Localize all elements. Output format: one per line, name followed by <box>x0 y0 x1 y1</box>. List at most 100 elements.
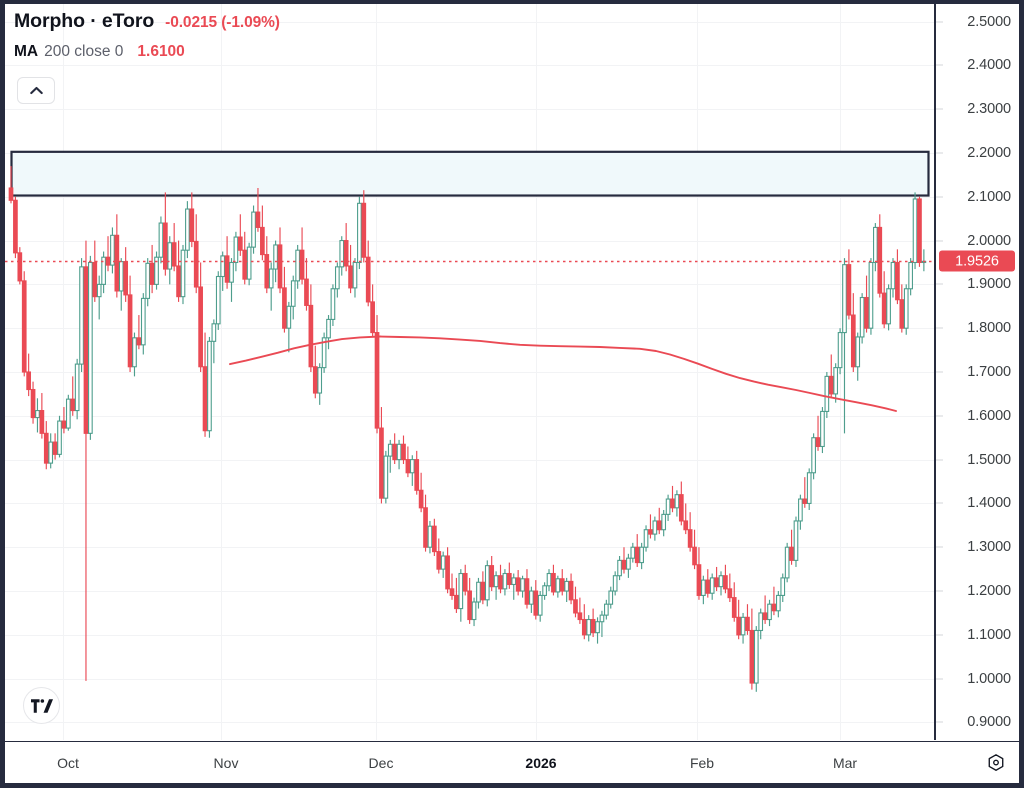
candle-body <box>242 249 248 280</box>
current-price-badge[interactable]: 1.9526 <box>939 250 1015 272</box>
candle-body <box>110 234 115 266</box>
candle-body <box>551 572 556 593</box>
candle-body <box>436 551 442 570</box>
window-frame-bottom <box>0 783 1024 788</box>
candle-body <box>590 618 596 634</box>
candle-body <box>202 366 208 432</box>
candle-body <box>79 266 84 365</box>
price-tick-label: 1.7000 <box>967 364 1011 380</box>
candle-body <box>246 246 252 280</box>
candle-body <box>476 581 481 603</box>
candle-body <box>449 588 455 596</box>
candle-body <box>409 459 415 474</box>
price-tick-dash <box>936 240 943 242</box>
candle-body <box>683 520 689 531</box>
price-change-value: -0.0215 (-1.09%) <box>165 14 280 31</box>
candle-body <box>432 525 437 553</box>
price-axis[interactable]: 2.5000 2.4000 2.3000 2.2000 2.1000 2.0000 1.90… <box>936 4 1019 740</box>
candle-body <box>145 262 151 299</box>
candle-body <box>365 256 371 303</box>
candle-body <box>101 256 106 285</box>
candle-body <box>515 577 521 592</box>
candle-body <box>383 455 389 499</box>
price-tick-label: 2.1000 <box>967 188 1011 205</box>
candle-body <box>643 529 649 548</box>
candle-body <box>603 603 609 616</box>
candle-body <box>140 297 146 346</box>
price-tick-label: 1.3000 <box>967 539 1011 556</box>
chart-plot-area[interactable] <box>5 4 935 740</box>
candle-body <box>189 208 195 242</box>
candle-body <box>533 590 539 616</box>
candle-body <box>43 432 49 464</box>
candle-body <box>895 261 900 301</box>
candle-body <box>237 236 243 251</box>
collapse-legend-button[interactable] <box>17 77 55 104</box>
candle-body <box>224 255 230 283</box>
candle-body <box>361 202 367 258</box>
candle-body <box>74 363 80 412</box>
candle-body <box>577 612 583 621</box>
candle-body <box>493 575 499 588</box>
candle-body <box>396 443 402 461</box>
candle-body <box>370 301 375 334</box>
timezone-settings-button[interactable] <box>984 751 1008 775</box>
candle-body <box>714 577 719 588</box>
candle-body <box>317 367 323 394</box>
candle-body <box>260 226 265 256</box>
price-tick-dash <box>936 502 943 504</box>
price-tick-dash <box>936 21 943 23</box>
tradingview-logo-button[interactable] <box>23 687 60 724</box>
candle-body <box>736 616 741 636</box>
window-frame-left <box>0 0 5 788</box>
candle-body <box>546 572 552 587</box>
candle-body <box>868 261 874 329</box>
candle-body <box>727 588 733 599</box>
price-tick-dash <box>936 634 943 636</box>
price-tick-label: 2.4000 <box>967 57 1011 74</box>
candle-body <box>917 198 922 264</box>
candle-body <box>229 261 234 283</box>
candle-body <box>740 616 746 636</box>
candle-body <box>35 410 40 419</box>
candle-body <box>656 520 662 531</box>
candle-body <box>864 296 869 329</box>
candle-body <box>304 278 309 306</box>
candle-body <box>912 198 918 264</box>
candle-body <box>136 337 142 346</box>
candle-body <box>462 572 468 592</box>
candle-body <box>886 288 891 325</box>
legend-indicator-row[interactable]: MA 200 close 0 1.6100 <box>14 43 280 60</box>
candle-body <box>828 375 834 395</box>
candle-body <box>484 565 490 601</box>
candle-body <box>132 337 137 368</box>
candle-body <box>833 367 839 395</box>
candle-body <box>220 255 226 278</box>
candle-body <box>559 578 565 592</box>
candle-body <box>780 577 786 596</box>
candle-body <box>158 222 164 258</box>
price-tick-label: 2.3000 <box>967 101 1011 118</box>
candle-body <box>299 249 305 280</box>
candle-body <box>308 304 314 368</box>
candle-body <box>348 265 353 289</box>
candle-body <box>846 264 852 316</box>
candle-body <box>784 546 790 579</box>
candle-body <box>489 565 495 588</box>
candle-body <box>581 618 587 636</box>
candle-body <box>127 294 133 368</box>
candle-body <box>215 275 221 325</box>
candle-body <box>674 494 680 509</box>
candle-body <box>198 286 203 368</box>
price-tick-dash <box>936 152 943 154</box>
symbol-title[interactable]: Morpho · eToro <box>14 10 155 32</box>
price-tick-dash <box>936 459 943 461</box>
candle-body <box>877 226 883 294</box>
resistance-zone-rect[interactable] <box>10 150 930 197</box>
candle-body <box>312 366 318 394</box>
candle-body <box>529 590 534 605</box>
time-axis[interactable]: Oct Nov Dec 2026 Feb Mar <box>5 741 1019 784</box>
candle-body <box>850 314 856 368</box>
candle-body <box>665 498 671 515</box>
time-tick-label: Nov <box>213 755 239 771</box>
